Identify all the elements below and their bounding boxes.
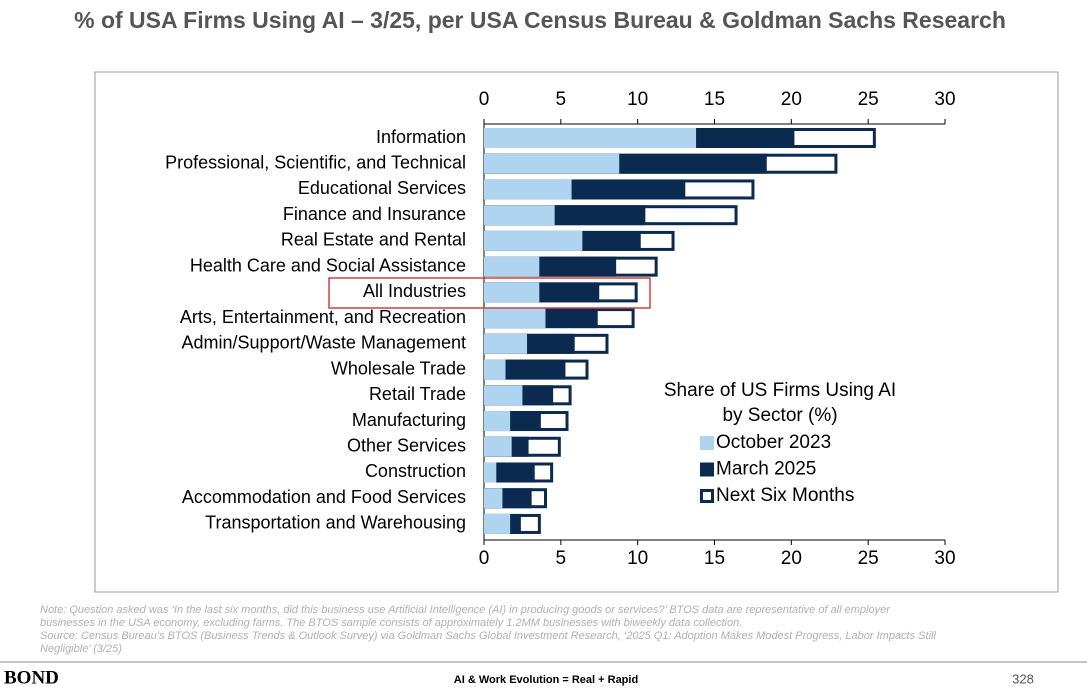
brand: BOND [4,667,59,688]
x-tick-label: 0 [479,548,490,569]
legend-title: Share of US Firms Using AI [664,380,896,401]
category-label: Admin/Support/Waste Management [182,333,466,353]
legend-label: October 2023 [716,432,831,453]
page-number: 328 [1012,671,1034,686]
legend-swatch [700,489,714,503]
x-tick-label: 30 [934,89,955,110]
x-tick-label: 25 [858,89,879,110]
bar [484,462,497,483]
category-label: Retail Trade [369,384,466,404]
note: businesses in the USA economy, excluding… [40,617,742,629]
category-label: Manufacturing [352,410,466,430]
bar [484,436,512,457]
bar [484,411,511,432]
category-label: Wholesale Trade [331,358,466,378]
category-label: Other Services [347,436,466,456]
slide-title: % of USA Firms Using AI – 3/25, per USA … [74,7,1006,33]
legend-swatch [700,462,714,477]
category-label: Real Estate and Rental [281,230,466,250]
note: Source: Census Bureau’s BTOS (Business T… [40,630,936,642]
bar [484,385,523,406]
legend-swatch [700,436,714,450]
x-tick-label: 15 [704,548,725,569]
category-label: Finance and Insurance [283,204,466,224]
bar [484,282,540,303]
plot: 0 0 5 5 10 10 15 15 20 20 25 25 30 30 Information Profe… [165,89,955,569]
highlight-box [328,277,651,309]
category-label: Information [376,127,466,147]
category-label: All Industries [363,281,466,301]
bar [484,179,572,200]
category-label: Educational Services [298,178,466,198]
note: Note: Question asked was ‘In the last si… [40,604,891,616]
bar [484,153,620,174]
legend-label: Next Six Months [716,485,854,506]
legend-label: March 2025 [716,459,816,480]
x-tick-label: 25 [858,548,879,569]
category-label: Health Care and Social Assistance [190,255,466,275]
bar [484,513,511,534]
x-tick-label: 10 [627,548,648,569]
bar [484,462,535,483]
bar [484,488,503,509]
x-tick-label: 10 [627,89,648,110]
category-label: Arts, Entertainment, and Recreation [180,307,466,327]
category-label: Construction [365,461,466,481]
bar [484,205,555,226]
category-label: Professional, Scientific, and Technical [165,152,466,172]
bar [484,359,506,380]
category-label: Accommodation and Food Services [182,487,466,507]
bar [484,308,546,329]
x-tick-label: 30 [934,548,955,569]
x-tick-label: 5 [556,89,567,110]
bar [484,256,540,277]
bar [484,128,697,148]
bar [484,230,583,251]
footer-text: AI & Work Evolution = Real + Rapid [454,674,638,686]
bar [484,333,528,354]
category-label: Transportation and Warehousing [205,513,466,533]
note: Negligible’ (3/25) [40,643,122,655]
x-tick-label: 15 [704,89,725,110]
chart-frame [94,71,1059,593]
x-tick-label: 0 [479,89,490,110]
x-tick-label: 20 [781,548,802,569]
x-tick-label: 20 [781,89,802,110]
x-tick-label: 5 [556,548,567,569]
legend-title: by Sector (%) [722,405,837,426]
